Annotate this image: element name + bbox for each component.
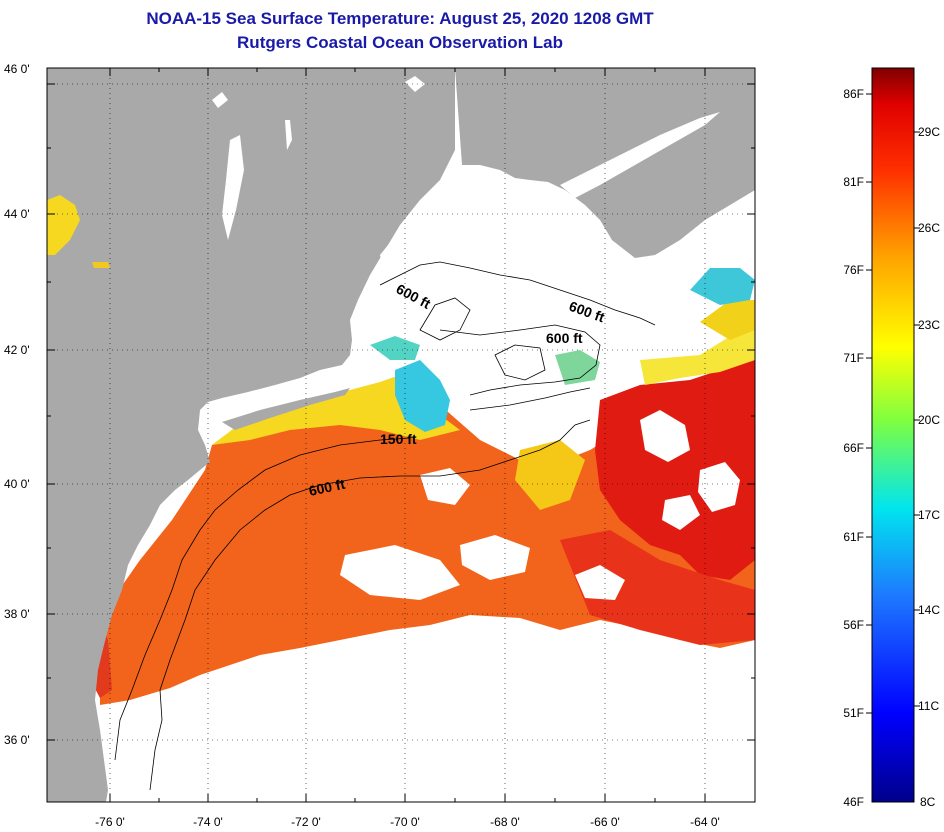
land-nova-scotia: [612, 155, 755, 258]
depth-contours: [114, 261, 656, 791]
colorbar-f-71: 71F: [843, 351, 864, 365]
cloud-patch: [640, 410, 690, 462]
depth-labels: 600 ft 600 ft 600 ft 150 ft 600 ft: [307, 281, 607, 499]
contour-gom-basin-2: [494, 344, 546, 381]
lon-labels: -76 0' -74 0' -72 0' -70 0' -68 0' -66 0…: [95, 815, 720, 829]
colorbar: 86F 81F 76F 71F 66F 61F 56F 51F 46F 29C …: [843, 67, 940, 809]
depth-label-150ft: 150 ft: [380, 431, 417, 447]
colorbar-c-26: 26C: [918, 221, 940, 235]
cloud-patch: [460, 535, 530, 580]
sst-mild-southeast: [515, 440, 585, 510]
sst-mild-scotian: [700, 300, 755, 340]
cloud-patch: [662, 495, 700, 530]
colorbar-c-8: 8C: [920, 795, 936, 809]
contour-600ft-gom: [379, 261, 656, 326]
sst-warm-water: [100, 370, 755, 705]
gulf-of-maine: [380, 178, 620, 315]
cloud-patch: [575, 565, 625, 600]
lon-label-70: -70 0': [390, 815, 420, 829]
colorbar-c-14: 14C: [918, 603, 940, 617]
lat-labels: 46 0' 44 0' 42 0' 40 0' 38 0' 36 0': [4, 62, 30, 747]
contour-gom-basin: [419, 297, 471, 341]
contour-600ft-south: [149, 419, 591, 791]
lat-label-38: 38 0': [4, 607, 30, 621]
colorbar-f-61: 61F: [843, 530, 864, 544]
sst-lake-ontario-edge: [92, 262, 110, 268]
colorbar-ticks: [866, 93, 920, 714]
colorbar-c-17: 17C: [918, 508, 940, 522]
colorbar-f-46: 46F: [843, 795, 864, 809]
sst-hot-water: [595, 350, 755, 580]
colorbar-c-29: 29C: [918, 125, 940, 139]
depth-label-600ft-georges: 600 ft: [546, 330, 583, 346]
lon-label-68: -68 0': [490, 815, 520, 829]
cloud-patch: [698, 462, 740, 512]
lat-label-44: 44 0': [4, 207, 30, 221]
depth-label-600ft-shelf: 600 ft: [307, 476, 346, 499]
lon-label-72: -72 0': [291, 815, 321, 829]
sst-hot-water-south: [560, 530, 755, 645]
colorbar-gradient: [871, 67, 915, 803]
map-title: NOAA-15 Sea Surface Temperature: August …: [146, 9, 654, 28]
sst-cool-capecod: [370, 336, 420, 360]
sst-cool-nantucket: [395, 360, 450, 432]
land-long-island: [222, 388, 350, 430]
sst-lake-western: [47, 195, 80, 255]
land-delmarva: [88, 522, 118, 640]
contour-georges-bank: [469, 387, 591, 411]
sst-cool-georges: [555, 350, 600, 385]
lon-label-74: -74 0': [193, 815, 223, 829]
colorbar-f-81: 81F: [843, 175, 864, 189]
inland-lake: [405, 76, 425, 92]
lat-label-36: 36 0': [4, 733, 30, 747]
sst-mild-east: [640, 325, 755, 385]
lon-label-66: -66 0': [590, 815, 620, 829]
colorbar-f-66: 66F: [843, 441, 864, 455]
cloud-patch: [420, 468, 470, 505]
lat-label-46: 46 0': [4, 62, 30, 76]
map-subtitle: Rutgers Coastal Ocean Observation Lab: [237, 33, 563, 52]
colorbar-f-51: 51F: [843, 706, 864, 720]
map-frame: [46, 67, 756, 803]
sst-cool-scotian: [690, 268, 755, 305]
map-area: [47, 68, 755, 802]
colorbar-f-86: 86F: [843, 87, 864, 101]
contour-150ft: [114, 437, 411, 761]
lon-label-76: -76 0': [95, 815, 125, 829]
contour-600ft-georges: [439, 324, 601, 396]
graticule: [47, 68, 755, 802]
bay-of-fundy: [560, 112, 720, 198]
inland-lake: [212, 92, 228, 108]
inland-lake: [285, 120, 292, 150]
colorbar-c-11: 11C: [918, 699, 939, 713]
lat-label-40: 40 0': [4, 477, 30, 491]
lat-label-42: 42 0': [4, 343, 30, 357]
colorbar-c-20: 20C: [918, 413, 940, 427]
cloud-patch: [340, 545, 460, 600]
colorbar-c-23: 23C: [918, 318, 940, 332]
lon-label-64: -64 0': [690, 815, 720, 829]
colorbar-f-56: 56F: [843, 618, 864, 632]
lon-ticks: [109, 68, 706, 802]
land-us-mainland: [47, 68, 455, 802]
colorbar-f-76: 76F: [843, 263, 864, 277]
lat-ticks: [47, 83, 755, 741]
